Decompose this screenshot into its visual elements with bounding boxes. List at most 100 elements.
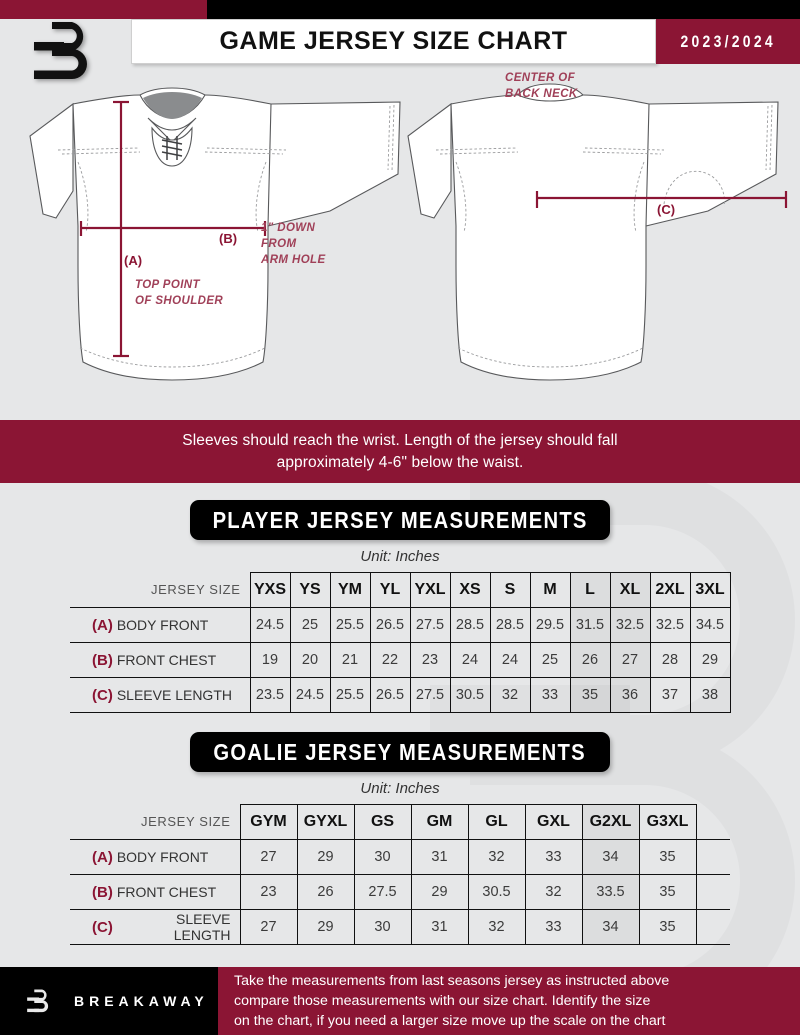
size-label-header: JERSEY SIZE: [70, 572, 251, 608]
footer-instructions-line-1: Take the measurements from last seasons …: [234, 973, 670, 989]
svg-text:BACK NECK: BACK NECK: [505, 88, 578, 100]
svg-text:TOP POINT: TOP POINT: [135, 279, 201, 291]
measurement-value-cell: 23: [239, 874, 298, 910]
measurement-value-cell: 27.5: [409, 677, 451, 713]
footer-instructions-line-2: compare those measurements with our size…: [234, 993, 651, 1009]
measurement-value-cell: 35: [638, 909, 697, 945]
table-row: (C) SLEEVE LENGTH 27 29 30 31 32 33 34 35: [70, 909, 730, 945]
measurement-value-cell: 25.5: [329, 607, 371, 643]
svg-text:ARM HOLE: ARM HOLE: [260, 254, 326, 266]
measurement-value-cell: 28: [649, 642, 691, 678]
size-header-cell: YL: [369, 572, 411, 608]
player-section-heading: PLAYER JERSEY MEASUREMENTS: [190, 500, 610, 540]
measurement-value-cell: 29: [689, 642, 731, 678]
fit-note-line-2: approximately 4-6" below the waist.: [276, 453, 524, 471]
measurement-value-cell: 32: [489, 677, 531, 713]
measurement-label-cell: (B) FRONT CHEST: [70, 642, 251, 678]
size-header-cell: 3XL: [689, 572, 731, 608]
measurement-value-cell: 28.5: [489, 607, 531, 643]
measurement-value-cell: 21: [329, 642, 371, 678]
measurement-value-cell: 25: [289, 607, 331, 643]
measurement-label-cell: (A) BODY FRONT: [70, 607, 251, 643]
goalie-measurements-table: JERSEY SIZE GYM GYXL GS GM GL GXL G2XL G3XL (A) BO…: [70, 804, 730, 945]
measurement-code: (A): [92, 848, 113, 866]
measurement-value-cell: 30.5: [467, 874, 526, 910]
table-row: (A) BODY FRONT 27 29 30 31 32 33 34 35: [70, 839, 730, 875]
jersey-diagrams: .o{fill:#ffffff;stroke:#58595b;stroke-wi…: [0, 66, 800, 418]
measurement-value-cell: 31.5: [569, 607, 611, 643]
size-header-cell: GM: [410, 804, 469, 840]
measurement-value-cell: 25: [529, 642, 571, 678]
measurement-value-cell: 24.5: [289, 677, 331, 713]
season-badge: 2023/2024: [656, 19, 800, 64]
measurement-value-cell: 28.5: [449, 607, 491, 643]
empty-cell: [696, 805, 730, 840]
measurement-value-cell: 32: [524, 874, 583, 910]
footer-instructions: Take the measurements from last seasons …: [218, 967, 800, 1035]
front-label-a: (A): [124, 253, 142, 268]
measurement-code: (C): [92, 686, 113, 704]
measurement-value-cell: 31: [410, 839, 469, 875]
table-row: (C) SLEEVE LENGTH 23.5 24.5 25.5 26.5 27.5 30.5…: [70, 677, 731, 713]
measurement-value-cell: 26: [569, 642, 611, 678]
measurement-value-cell: 35: [569, 677, 611, 713]
measurement-value-cell: 34.5: [689, 607, 731, 643]
size-header-cell: YXS: [249, 572, 291, 608]
measurement-label-cell: (C) SLEEVE LENGTH: [70, 909, 241, 945]
size-header-cell: S: [489, 572, 531, 608]
measurement-value-cell: 27: [609, 642, 651, 678]
size-header-cell: 2XL: [649, 572, 691, 608]
measurement-value-cell: 34: [581, 839, 640, 875]
measurement-value-cell: 29.5: [529, 607, 571, 643]
measurement-value-cell: 30: [353, 909, 412, 945]
measurement-value-cell: 26.5: [369, 677, 411, 713]
footer-instructions-line-3: on the chart, if you need a larger size …: [234, 1013, 666, 1029]
size-header-cell: YXL: [409, 572, 451, 608]
measurement-value-cell: 32: [467, 909, 526, 945]
empty-cell: [695, 909, 730, 945]
size-label-header: JERSEY SIZE: [70, 804, 241, 840]
measurement-value-cell: 33: [524, 839, 583, 875]
measurement-name: FRONT CHEST: [116, 884, 217, 900]
empty-cell: [695, 839, 730, 875]
table-header-row: JERSEY SIZE YXS YS YM YL YXL XS S M L XL 2XL 3XL: [70, 572, 731, 608]
footer: BREAKAWAY Take the measurements from las…: [0, 967, 800, 1035]
measurement-name: BODY FRONT: [116, 849, 209, 865]
measurement-value-cell: 32.5: [649, 607, 691, 643]
measurement-value-cell: 36: [609, 677, 651, 713]
measurement-value-cell: 33: [529, 677, 571, 713]
measurement-value-cell: 38: [689, 677, 731, 713]
measurement-name: BODY FRONT: [116, 617, 209, 633]
top-accent-strip-maroon: [0, 0, 207, 19]
size-header-cell: M: [529, 572, 571, 608]
player-unit-label: Unit: Inches: [360, 548, 440, 565]
size-header-cell: GYM: [239, 804, 298, 840]
table-row: (B) FRONT CHEST 19 20 21 22 23 24 24 25 26 27 28 29: [70, 642, 731, 678]
player-section-heading-label: PLAYER JERSEY MEASUREMENTS: [212, 506, 588, 533]
goalie-section-heading: GOALIE JERSEY MEASUREMENTS: [190, 732, 610, 772]
measurement-value-cell: 26: [296, 874, 355, 910]
size-header-cell: XL: [609, 572, 651, 608]
measurement-value-cell: 33.5: [581, 874, 640, 910]
measurement-name: SLEEVE LENGTH: [173, 911, 231, 943]
measurement-value-cell: 32: [467, 839, 526, 875]
goalie-unit-label: Unit: Inches: [360, 780, 440, 797]
measurement-value-cell: 37: [649, 677, 691, 713]
measurement-value-cell: 27.5: [353, 874, 412, 910]
back-label-c: (C): [657, 202, 675, 217]
front-label-b: (B): [219, 231, 237, 246]
footer-brand-name: BREAKAWAY: [74, 993, 209, 1009]
measurement-value-cell: 35: [638, 874, 697, 910]
season-badge-label: 2023/2024: [680, 31, 776, 51]
player-measurements-table: JERSEY SIZE YXS YS YM YL YXL XS S M L XL 2XL 3XL (A) B…: [70, 572, 731, 713]
size-header-cell: XS: [449, 572, 491, 608]
measurement-value-cell: 29: [296, 839, 355, 875]
empty-cell: [695, 874, 730, 910]
measurement-value-cell: 34: [581, 909, 640, 945]
measurement-value-cell: 24: [489, 642, 531, 678]
breakaway-b-logo-icon: [26, 20, 112, 82]
header: GAME JERSEY SIZE CHART 2023/2024: [0, 19, 800, 66]
measurement-value-cell: 30: [353, 839, 412, 875]
jersey-back-icon: [407, 83, 788, 381]
